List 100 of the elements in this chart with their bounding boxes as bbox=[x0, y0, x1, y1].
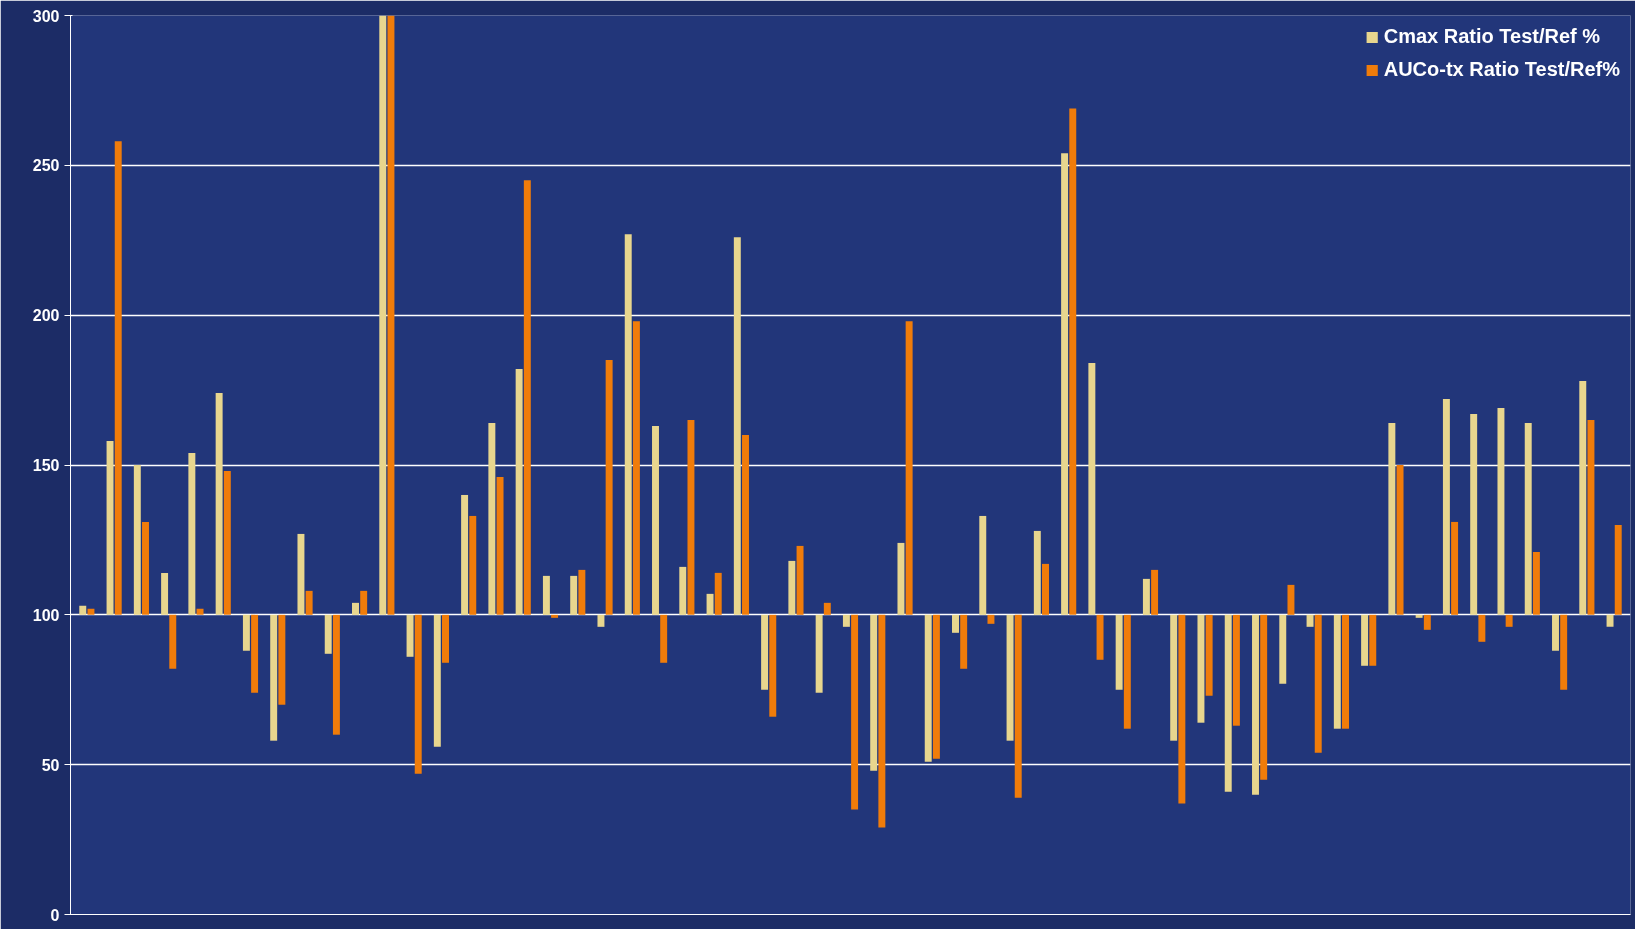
bar bbox=[1287, 584, 1295, 615]
y-tick-label: 150 bbox=[32, 457, 60, 474]
bar bbox=[796, 545, 804, 615]
bar bbox=[352, 602, 359, 615]
bar bbox=[1033, 530, 1041, 615]
bar bbox=[706, 593, 714, 615]
bar bbox=[223, 470, 231, 615]
bar bbox=[551, 614, 559, 618]
bar bbox=[733, 237, 741, 615]
bar bbox=[1587, 420, 1595, 615]
legend-label: AUCo-tx Ratio Test/Ref% bbox=[1383, 58, 1620, 81]
legend-label: Cmax Ratio Test/Ref % bbox=[1383, 25, 1601, 48]
bar bbox=[932, 614, 940, 759]
bar bbox=[742, 435, 749, 615]
bar bbox=[1396, 465, 1404, 615]
bar bbox=[687, 420, 695, 615]
bar bbox=[523, 180, 531, 615]
bar bbox=[1314, 614, 1322, 753]
bar bbox=[387, 15, 395, 615]
bar bbox=[1178, 614, 1186, 804]
bar bbox=[87, 608, 95, 615]
bar bbox=[1451, 521, 1459, 615]
bar bbox=[1252, 614, 1259, 795]
bar bbox=[496, 476, 504, 615]
y-tick-label: 0 bbox=[50, 906, 60, 924]
bar bbox=[679, 566, 687, 615]
bar bbox=[1197, 614, 1205, 723]
y-tick-label: 100 bbox=[32, 606, 60, 624]
bar bbox=[1224, 614, 1232, 792]
bar bbox=[851, 614, 859, 810]
bar bbox=[297, 533, 305, 615]
bar bbox=[106, 441, 114, 615]
bar bbox=[414, 614, 422, 774]
bar bbox=[1170, 614, 1178, 741]
bar bbox=[624, 234, 632, 615]
y-tick-label: 200 bbox=[32, 307, 60, 325]
bar bbox=[1014, 614, 1022, 798]
bar bbox=[542, 575, 550, 615]
bar bbox=[761, 614, 769, 690]
bar bbox=[251, 614, 259, 693]
bar bbox=[461, 494, 469, 615]
bar bbox=[305, 590, 313, 615]
bar bbox=[823, 602, 831, 615]
bar bbox=[1524, 423, 1532, 615]
bar bbox=[169, 614, 177, 669]
bar bbox=[578, 569, 586, 615]
bar bbox=[1606, 614, 1614, 627]
bar bbox=[188, 453, 196, 615]
bar bbox=[1560, 614, 1568, 690]
bar bbox=[605, 360, 613, 615]
bar bbox=[442, 614, 449, 663]
bar bbox=[406, 614, 414, 657]
bar bbox=[1006, 614, 1014, 741]
bar bbox=[379, 15, 387, 615]
bar bbox=[1342, 614, 1349, 729]
bar bbox=[960, 614, 968, 669]
bar bbox=[1423, 614, 1431, 630]
bar bbox=[433, 614, 441, 747]
bar bbox=[1306, 614, 1314, 627]
bar bbox=[515, 369, 523, 615]
bar bbox=[1333, 614, 1341, 729]
bar bbox=[788, 560, 796, 615]
bar bbox=[79, 605, 87, 615]
bar bbox=[652, 426, 659, 615]
y-tick-label: 300 bbox=[32, 7, 60, 25]
bar bbox=[1532, 551, 1540, 615]
bar bbox=[142, 521, 149, 615]
bar bbox=[1470, 414, 1478, 615]
bar bbox=[1361, 614, 1369, 666]
bar bbox=[815, 614, 823, 693]
bar bbox=[905, 321, 913, 615]
bar bbox=[332, 614, 340, 735]
bar bbox=[878, 614, 886, 828]
bar bbox=[488, 423, 496, 615]
bar bbox=[215, 393, 223, 615]
bar bbox=[1369, 614, 1377, 666]
bar bbox=[714, 572, 722, 615]
bar bbox=[924, 614, 932, 762]
bar bbox=[1442, 399, 1450, 615]
bar bbox=[114, 141, 122, 615]
bar bbox=[1142, 578, 1150, 615]
bar bbox=[1088, 363, 1096, 615]
bar bbox=[660, 614, 668, 663]
bar bbox=[1552, 614, 1559, 651]
bar bbox=[952, 614, 959, 633]
bar bbox=[278, 614, 286, 705]
bar bbox=[1069, 108, 1077, 615]
bar bbox=[270, 614, 278, 741]
bar bbox=[1115, 614, 1123, 690]
bar bbox=[1096, 614, 1104, 660]
bar bbox=[360, 590, 368, 615]
bar bbox=[1505, 614, 1513, 627]
bar bbox=[242, 614, 250, 651]
bar bbox=[870, 614, 878, 771]
bar bbox=[1260, 614, 1268, 780]
bar bbox=[196, 608, 204, 615]
bar bbox=[570, 575, 578, 615]
bar bbox=[987, 614, 995, 624]
bar bbox=[1232, 614, 1240, 726]
bar bbox=[1478, 614, 1486, 642]
